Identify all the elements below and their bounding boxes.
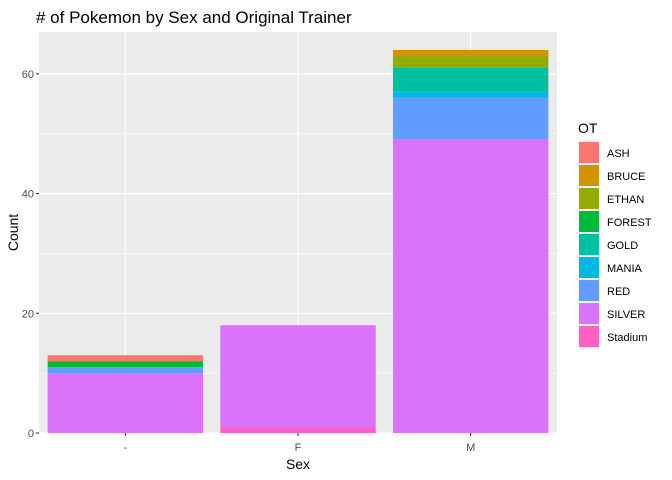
- y-axis-title: Count: [5, 214, 21, 251]
- bar-F-silver: [220, 325, 376, 428]
- bar-stacks: [47, 49, 549, 434]
- legend-label-gold: GOLD: [607, 240, 638, 252]
- legend-title: OT: [578, 120, 598, 136]
- legend-label-silver: SILVER: [607, 309, 645, 321]
- legend-label-ash: ASH: [607, 148, 630, 160]
- legend-key-forest: [579, 211, 599, 232]
- bar---silver: [47, 373, 204, 433]
- bar---ash: [47, 355, 204, 362]
- legend-label-stadium: Stadium: [607, 332, 647, 344]
- legend-key-mania: [579, 257, 599, 278]
- legend-label-mania: MANIA: [607, 263, 643, 275]
- legend-key-ethan: [579, 188, 599, 209]
- chart-title: # of Pokemon by Sex and Original Trainer: [36, 8, 352, 27]
- x-tick-label-m: M: [466, 442, 475, 454]
- bar---red: [47, 367, 204, 374]
- x-tick-label-dash: -: [123, 442, 127, 454]
- y-tick-label: 0: [28, 428, 34, 440]
- legend-label-ethan: ETHAN: [607, 194, 644, 206]
- bar---forest: [47, 361, 204, 368]
- legend-key-ash: [579, 142, 599, 163]
- legend-key-silver: [579, 303, 599, 324]
- bar-M-silver: [392, 139, 549, 434]
- legend: OT ASH BRUCE ETHAN FOREST GOLD MANIA RED SILVER…: [578, 120, 652, 348]
- legend-label-forest: FOREST: [607, 217, 652, 229]
- bar-M-ethan: [392, 55, 549, 68]
- bar-F-stadium: [220, 427, 376, 433]
- legend-key-bruce: [579, 165, 599, 186]
- y-tick-label: 20: [22, 308, 34, 320]
- bar-M-bruce: [392, 49, 549, 56]
- legend-key-red: [579, 280, 599, 301]
- bar-M-red: [392, 97, 549, 140]
- x-axis-title: Sex: [286, 456, 310, 472]
- y-tick-label: 40: [22, 189, 34, 201]
- y-tick-label: 60: [22, 69, 34, 81]
- legend-key-gold: [579, 234, 599, 255]
- y-axis-ticks: 0 20 40 60: [22, 69, 39, 440]
- legend-label-red: RED: [607, 286, 630, 298]
- x-tick-label-f: F: [295, 442, 302, 454]
- legend-label-bruce: BRUCE: [607, 171, 646, 183]
- bar-M-gold: [392, 67, 549, 92]
- bar-M-mania: [392, 91, 549, 98]
- legend-key-stadium: [579, 326, 599, 347]
